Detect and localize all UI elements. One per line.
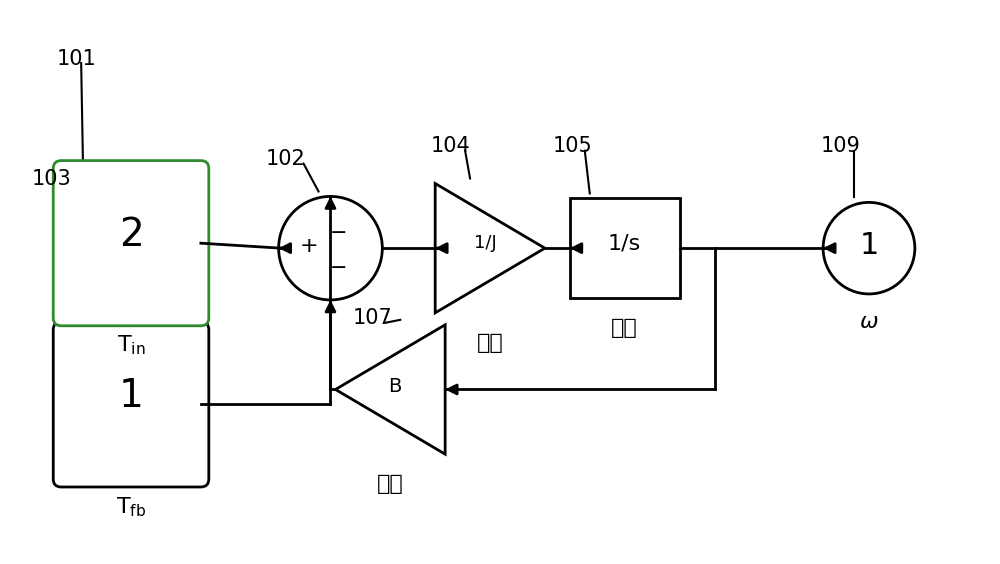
Text: B: B [389,377,402,396]
Text: 摩擦: 摩擦 [377,474,404,494]
Text: 107: 107 [352,308,392,328]
FancyBboxPatch shape [53,322,209,487]
FancyBboxPatch shape [53,161,209,326]
Text: $\mathregular{T_{in}}$: $\mathregular{T_{in}}$ [117,334,145,358]
Text: 1/J: 1/J [474,234,496,252]
Text: −: − [330,223,347,243]
Text: 1: 1 [119,377,143,416]
Circle shape [279,196,382,300]
Text: 101: 101 [56,49,96,69]
Text: 109: 109 [821,136,861,156]
Circle shape [823,202,915,294]
Text: +: + [299,236,318,256]
Text: $\mathregular{T_{fb}}$: $\mathregular{T_{fb}}$ [116,495,146,519]
Polygon shape [435,183,545,313]
Text: −: − [330,258,347,278]
Text: 1/s: 1/s [608,233,641,253]
Text: 103: 103 [31,169,71,188]
Text: 105: 105 [553,136,593,156]
Text: 104: 104 [430,136,470,156]
Text: 102: 102 [266,149,305,169]
Text: 1: 1 [859,231,879,259]
Polygon shape [335,325,445,454]
Text: 集成: 集成 [611,318,638,338]
Bar [570,199,680,298]
Text: 加速: 加速 [477,333,503,352]
Text: 2: 2 [119,216,143,254]
Text: ω: ω [860,312,878,332]
